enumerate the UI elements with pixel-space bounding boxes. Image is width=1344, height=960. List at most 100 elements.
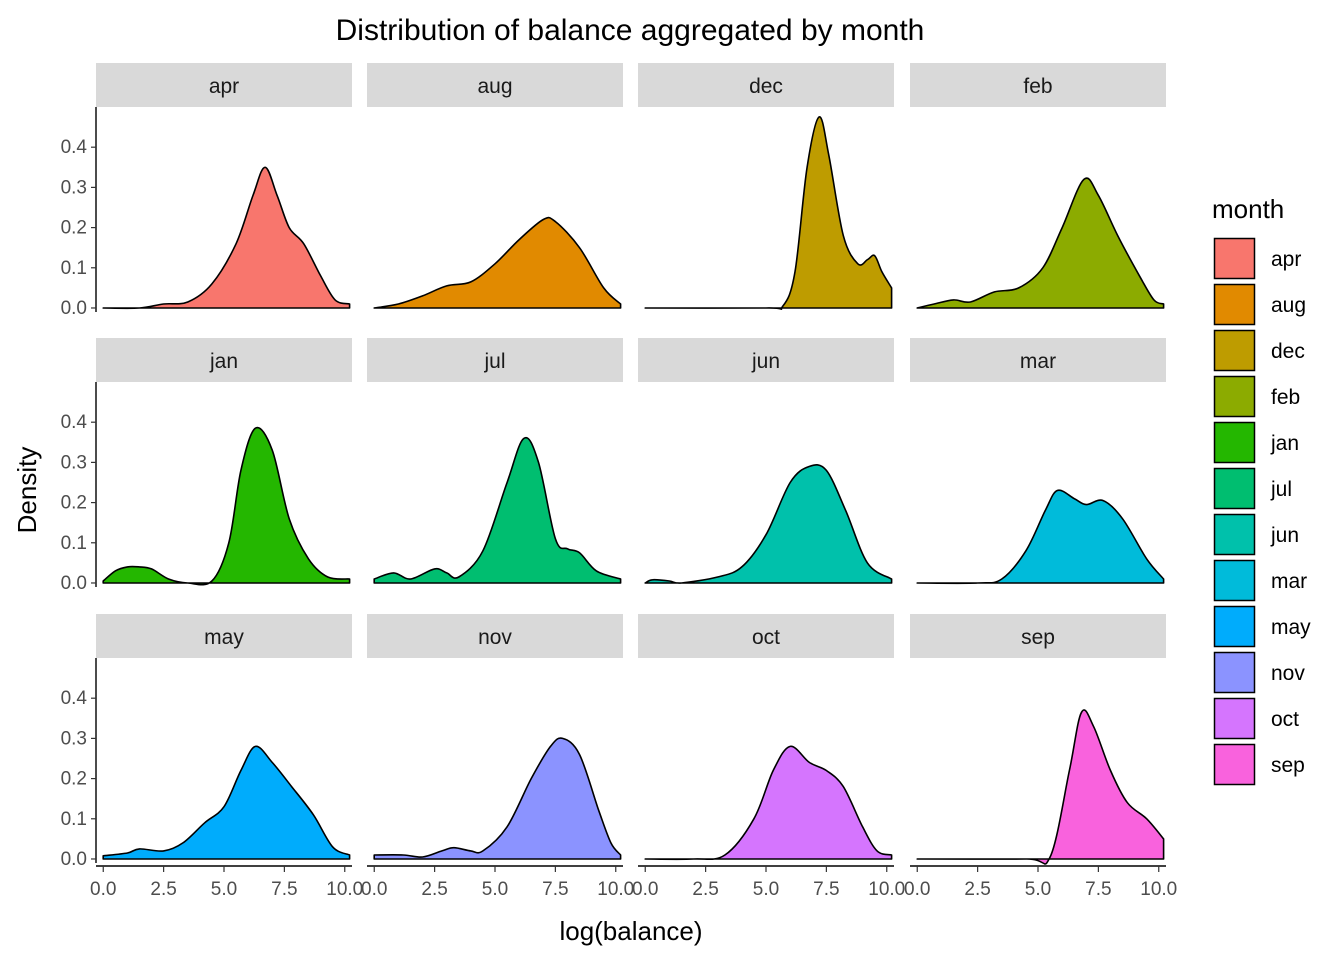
facet-panel-mar: mar xyxy=(910,338,1166,585)
facet-strip-may xyxy=(96,614,352,658)
x-tick-label: 2.5 xyxy=(692,879,718,900)
legend-swatch-jun xyxy=(1213,513,1256,556)
facet-strip-jun xyxy=(638,338,894,382)
facet-strip-feb xyxy=(910,63,1166,107)
legend-item-nov: nov xyxy=(1213,651,1305,694)
facet-strip-sep xyxy=(910,614,1166,658)
legend-item-oct: oct xyxy=(1213,697,1299,740)
density-area-aug xyxy=(373,216,622,309)
facet-label-dec: dec xyxy=(749,75,783,98)
density-area-jun xyxy=(644,464,893,584)
legend-label-jul: jul xyxy=(1270,478,1292,501)
facet-label-mar: mar xyxy=(1020,350,1056,373)
facet-panel-apr: apr 0.0 0.1 0.2 0.3 0.4 xyxy=(61,63,352,319)
x-axis-title: log(balance) xyxy=(559,916,702,946)
legend-item-aug: aug xyxy=(1213,283,1306,326)
legend-label-oct: oct xyxy=(1271,708,1299,731)
legend-item-apr: apr xyxy=(1213,237,1301,280)
x-tick-label: 10.0 xyxy=(326,879,363,900)
legend-swatch-jan xyxy=(1213,421,1256,464)
legend-label-mar: mar xyxy=(1271,570,1307,593)
density-area-feb xyxy=(916,177,1165,309)
y-tick-label: 0.0 xyxy=(61,298,87,319)
y-tick-label: 0.0 xyxy=(61,573,87,594)
legend-item-dec: dec xyxy=(1213,329,1305,372)
facet-label-feb: feb xyxy=(1023,75,1052,98)
legend-label-aug: aug xyxy=(1271,294,1306,317)
facet-strip-aug xyxy=(367,63,623,107)
x-tick-label: 2.5 xyxy=(421,879,447,900)
density-area-apr xyxy=(102,166,351,310)
y-tick-label: 0.2 xyxy=(61,493,87,514)
facet-label-jun: jun xyxy=(751,350,780,373)
facet-panel-dec: dec xyxy=(638,63,894,310)
facet-panel-may: may 0.0 0.1 0.2 0.3 0.4 0.0 2.5 5.0 7.5 10.0 xyxy=(61,614,363,900)
facet-panel-sep: sep 0.0 2.5 5.0 7.5 10.0 xyxy=(904,614,1177,900)
density-area-oct xyxy=(644,745,893,861)
x-tick-label: 0.0 xyxy=(632,879,658,900)
legend-label-jan: jan xyxy=(1270,432,1299,455)
legend-swatch-nov xyxy=(1213,651,1256,694)
facet-label-sep: sep xyxy=(1021,626,1055,649)
y-tick-label: 0.3 xyxy=(61,177,87,198)
legend: apr aug dec feb jan jul jun mar may nov oct sep xyxy=(1213,237,1311,786)
facet-strip-jul xyxy=(367,338,623,382)
chart-title: Distribution of balance aggregated by mo… xyxy=(336,14,925,47)
legend-label-feb: feb xyxy=(1271,386,1300,409)
facet-panel-jul: jul xyxy=(367,338,623,584)
x-tick-label: 7.5 xyxy=(813,879,839,900)
facet-strip-oct xyxy=(638,614,894,658)
legend-swatch-mar xyxy=(1213,559,1256,602)
x-tick-label: 7.5 xyxy=(1085,879,1111,900)
y-tick-label: 0.4 xyxy=(61,137,88,158)
facet-label-apr: apr xyxy=(209,75,239,98)
legend-swatch-oct xyxy=(1213,697,1256,740)
y-tick-label: 0.3 xyxy=(61,452,87,473)
legend-swatch-may xyxy=(1213,605,1256,648)
facet-label-oct: oct xyxy=(752,626,780,649)
facet-label-aug: aug xyxy=(477,75,512,98)
legend-item-jan: jan xyxy=(1213,421,1299,464)
facet-panels: apr 0.0 0.1 0.2 0.3 0.4 aug dec feb jan 0.0 0.1 0.2 0… xyxy=(61,63,1177,900)
facet-panel-jan: jan 0.0 0.1 0.2 0.3 0.4 xyxy=(61,338,352,594)
x-tick-label: 10.0 xyxy=(597,879,634,900)
legend-label-apr: apr xyxy=(1271,248,1301,271)
legend-item-may: may xyxy=(1213,605,1311,648)
x-tick-label: 5.0 xyxy=(753,879,779,900)
x-tick-label: 7.5 xyxy=(271,879,297,900)
legend-swatch-sep xyxy=(1213,743,1256,786)
x-tick-label: 0.0 xyxy=(90,879,116,900)
x-tick-label: 0.0 xyxy=(904,879,930,900)
x-tick-label: 10.0 xyxy=(868,879,905,900)
legend-label-jun: jun xyxy=(1270,524,1299,547)
facet-panel-oct: oct 0.0 2.5 5.0 7.5 10.0 xyxy=(632,614,905,900)
x-tick-label: 5.0 xyxy=(211,879,237,900)
x-tick-label: 5.0 xyxy=(482,879,508,900)
facet-strip-dec xyxy=(638,63,894,107)
legend-swatch-apr xyxy=(1213,237,1256,280)
x-tick-label: 2.5 xyxy=(150,879,176,900)
facet-label-jul: jul xyxy=(483,350,505,373)
facet-panel-feb: feb xyxy=(910,63,1166,309)
legend-label-nov: nov xyxy=(1271,662,1305,685)
legend-label-dec: dec xyxy=(1271,340,1305,363)
y-axis-title: Density xyxy=(12,447,42,534)
density-area-mar xyxy=(916,489,1165,585)
legend-swatch-feb xyxy=(1213,375,1256,418)
legend-title: month xyxy=(1212,194,1284,224)
legend-item-feb: feb xyxy=(1213,375,1300,418)
y-tick-label: 0.2 xyxy=(61,218,87,239)
facet-panel-jun: jun xyxy=(638,338,894,584)
legend-item-sep: sep xyxy=(1213,743,1305,786)
density-area-jan xyxy=(102,426,351,586)
y-tick-label: 0.3 xyxy=(61,728,87,749)
density-area-dec xyxy=(644,116,893,310)
facet-strip-apr xyxy=(96,63,352,107)
legend-label-may: may xyxy=(1271,616,1311,639)
y-tick-label: 0.1 xyxy=(61,533,87,554)
legend-item-jun: jun xyxy=(1213,513,1299,556)
legend-item-mar: mar xyxy=(1213,559,1307,602)
facet-panel-nov: nov 0.0 2.5 5.0 7.5 10.0 xyxy=(361,614,634,900)
density-area-may xyxy=(102,745,351,860)
